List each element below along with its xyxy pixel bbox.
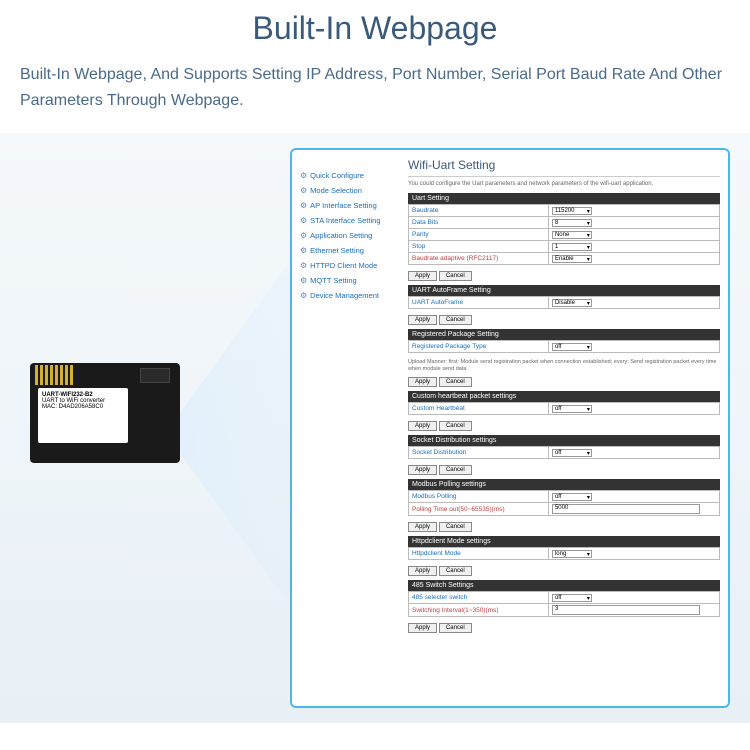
connector-icon bbox=[140, 368, 170, 383]
baudrate-label: Baudrate bbox=[409, 205, 549, 217]
regpkg-header: Registered Package Setting bbox=[408, 329, 720, 340]
apply-button[interactable]: Apply bbox=[408, 623, 437, 633]
cancel-button[interactable]: Cancel bbox=[439, 465, 472, 475]
modbus-time-input[interactable]: 5000 bbox=[552, 504, 700, 514]
apply-button[interactable]: Apply bbox=[408, 465, 437, 475]
stop-select[interactable]: 1 bbox=[552, 243, 592, 251]
hardware-module: UART-WIFI232-B2 UART to WiFi converter M… bbox=[30, 363, 180, 463]
sidebar-quick-configure[interactable]: Quick Configure bbox=[300, 168, 400, 183]
regpkg-label: Registered Package Type bbox=[409, 341, 549, 353]
switch485-label: 485 selecter switch bbox=[409, 592, 549, 604]
sidebar-mqtt[interactable]: MQTT Setting bbox=[300, 273, 400, 288]
autoframe-label: UART AutoFrame bbox=[409, 297, 549, 309]
config-title: Wifi-Uart Setting bbox=[408, 158, 720, 177]
main-content: Wifi-Uart Setting You could configure th… bbox=[408, 158, 720, 637]
httpd-label: Httpdclient Mode bbox=[409, 548, 549, 560]
heartbeat-select[interactable]: off bbox=[552, 405, 592, 413]
modbus-select[interactable]: off bbox=[552, 493, 592, 501]
cancel-button[interactable]: Cancel bbox=[439, 315, 472, 325]
apply-button[interactable]: Apply bbox=[408, 566, 437, 576]
switch485-select[interactable]: off bbox=[552, 594, 592, 602]
cancel-button[interactable]: Cancel bbox=[439, 522, 472, 532]
cancel-button[interactable]: Cancel bbox=[439, 377, 472, 387]
apply-button[interactable]: Apply bbox=[408, 271, 437, 281]
apply-button[interactable]: Apply bbox=[408, 315, 437, 325]
switch485-interval-label: Switching Interval(1~350)(ms) bbox=[409, 604, 549, 617]
sidebar-mode-selection[interactable]: Mode Selection bbox=[300, 183, 400, 198]
apply-button[interactable]: Apply bbox=[408, 421, 437, 431]
regpkg-select[interactable]: off bbox=[552, 343, 592, 351]
apply-button[interactable]: Apply bbox=[408, 377, 437, 387]
modbus-header: Modbus Polling settings bbox=[408, 479, 720, 490]
modbus-time-label: Polling Time out(50~65535)(ms) bbox=[409, 503, 549, 516]
uart-table: Baudrate115200 Data Bits8 ParityNone Sto… bbox=[408, 204, 720, 265]
cancel-button[interactable]: Cancel bbox=[439, 271, 472, 281]
autoframe-header: UART AutoFrame Setting bbox=[408, 285, 720, 296]
heartbeat-label: Custom Heartbeat bbox=[409, 403, 549, 415]
socket-header: Socket Distribution settings bbox=[408, 435, 720, 446]
parity-label: Parity bbox=[409, 229, 549, 241]
socket-select[interactable]: off bbox=[552, 449, 592, 457]
httpd-header: Httpdclient Mode settings bbox=[408, 536, 720, 547]
sidebar-ap-interface[interactable]: AP Interface Setting bbox=[300, 198, 400, 213]
databits-label: Data Bits bbox=[409, 217, 549, 229]
sidebar-sta-interface[interactable]: STA Interface Setting bbox=[300, 213, 400, 228]
antenna-icon bbox=[35, 365, 75, 385]
sidebar: Quick Configure Mode Selection AP Interf… bbox=[300, 158, 400, 637]
switch485-header: 485 Switch Settings bbox=[408, 580, 720, 591]
sidebar-httpd-client[interactable]: HTTPD Client Mode bbox=[300, 258, 400, 273]
baudrate-select[interactable]: 115200 bbox=[552, 207, 592, 215]
heartbeat-header: Custom heartbeat packet settings bbox=[408, 391, 720, 402]
autoframe-select[interactable]: Disable bbox=[552, 299, 592, 307]
cancel-button[interactable]: Cancel bbox=[439, 623, 472, 633]
page-title: Built-In Webpage bbox=[0, 10, 750, 47]
config-panel: Quick Configure Mode Selection AP Interf… bbox=[290, 148, 730, 708]
httpd-select[interactable]: long bbox=[552, 550, 592, 558]
regpkg-desc: Upload Manner: first: Module send regist… bbox=[408, 357, 720, 375]
databits-select[interactable]: 8 bbox=[552, 219, 592, 227]
cancel-button[interactable]: Cancel bbox=[439, 421, 472, 431]
parity-select[interactable]: None bbox=[552, 231, 592, 239]
socket-label: Socket Distribution bbox=[409, 447, 549, 459]
content-area: UART-WIFI232-B2 UART to WiFi converter M… bbox=[0, 133, 750, 723]
cancel-button[interactable]: Cancel bbox=[439, 566, 472, 576]
adaptive-select[interactable]: Enable bbox=[552, 255, 592, 263]
switch485-interval-input[interactable]: 3 bbox=[552, 605, 700, 615]
modbus-label: Modbus Polling bbox=[409, 491, 549, 503]
sidebar-ethernet[interactable]: Ethernet Setting bbox=[300, 243, 400, 258]
stop-label: Stop bbox=[409, 241, 549, 253]
adaptive-label: Baudrate adaptive (RFC2117) bbox=[409, 253, 549, 265]
config-desc: You could configure the Uart parameters … bbox=[408, 181, 720, 187]
sidebar-application[interactable]: Application Setting bbox=[300, 228, 400, 243]
apply-button[interactable]: Apply bbox=[408, 522, 437, 532]
uart-section-header: Uart Setting bbox=[408, 193, 720, 204]
module-mac: MAC: D4AD206A58C0 bbox=[42, 404, 124, 410]
subtitle: Built-In Webpage, And Supports Setting I… bbox=[0, 52, 750, 123]
sidebar-device-mgmt[interactable]: Device Management bbox=[300, 288, 400, 303]
